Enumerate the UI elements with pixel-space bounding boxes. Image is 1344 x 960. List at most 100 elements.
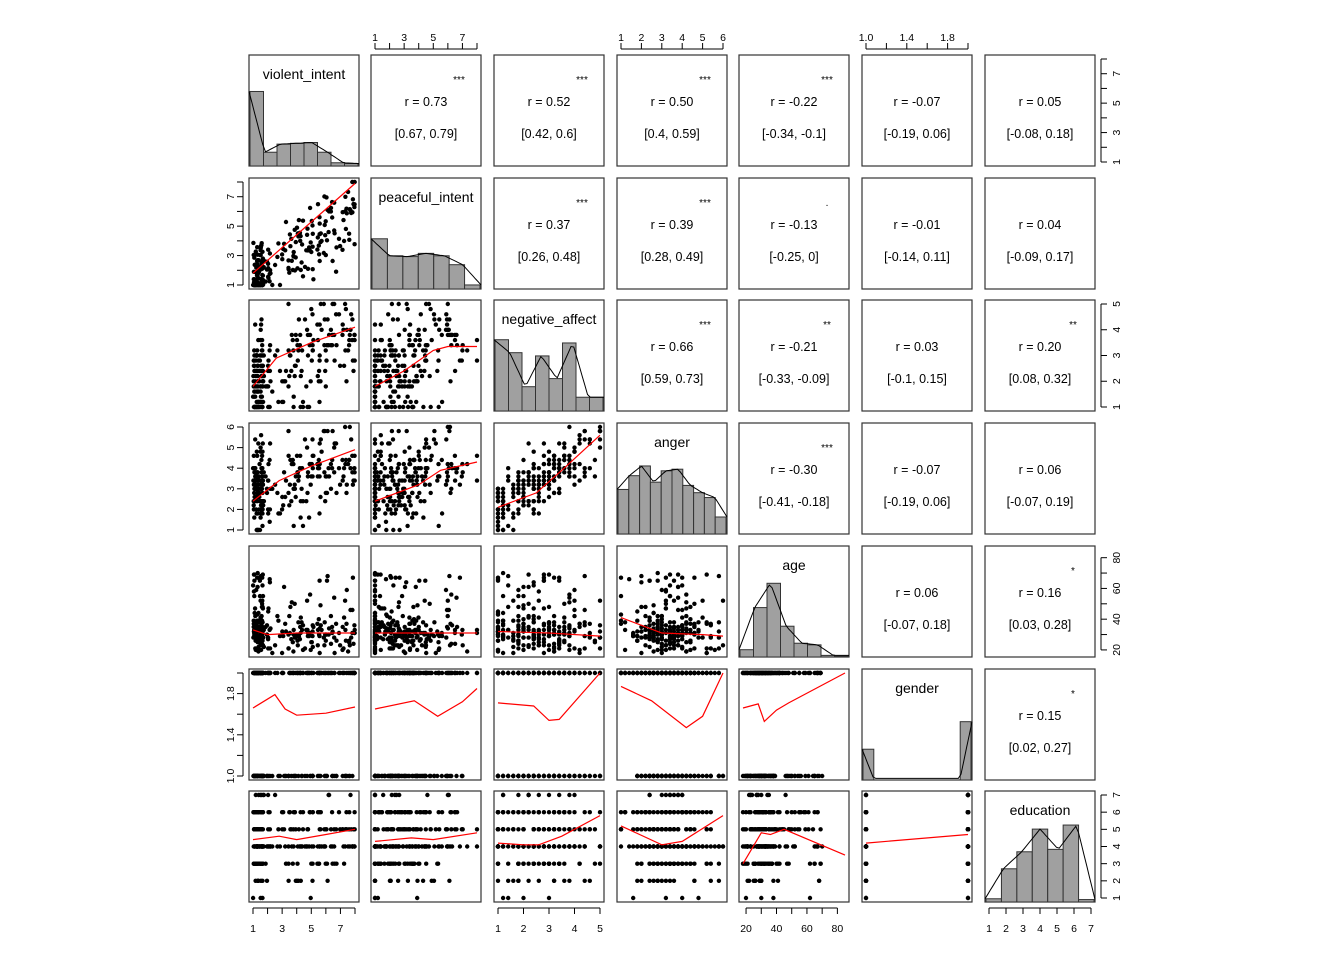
data-point bbox=[322, 222, 327, 228]
data-point bbox=[639, 629, 644, 634]
data-point bbox=[378, 337, 383, 343]
data-point bbox=[252, 810, 257, 815]
data-point bbox=[389, 404, 394, 410]
data-point bbox=[407, 343, 412, 348]
data-point bbox=[647, 615, 652, 620]
data-point bbox=[410, 474, 416, 479]
data-point bbox=[287, 810, 293, 815]
data-point bbox=[259, 317, 264, 322]
data-point bbox=[700, 810, 705, 815]
data-point bbox=[557, 827, 562, 832]
data-point bbox=[516, 593, 521, 599]
panel-frame bbox=[861, 177, 973, 290]
data-point bbox=[435, 861, 440, 866]
data-point bbox=[306, 844, 312, 849]
loess-smoother-line bbox=[497, 815, 601, 846]
data-point bbox=[377, 404, 382, 410]
data-point bbox=[317, 258, 322, 264]
data-point bbox=[287, 373, 292, 379]
data-point bbox=[659, 844, 664, 849]
data-point bbox=[293, 494, 298, 500]
data-point bbox=[279, 507, 285, 512]
data-point bbox=[454, 773, 459, 779]
data-point bbox=[562, 470, 567, 475]
data-point bbox=[352, 332, 357, 338]
data-point bbox=[387, 640, 392, 645]
data-point bbox=[426, 844, 432, 849]
data-point bbox=[304, 327, 310, 332]
data-point bbox=[618, 827, 624, 832]
data-point bbox=[546, 461, 552, 467]
data-point bbox=[389, 428, 395, 434]
data-point bbox=[557, 810, 562, 815]
panel-gender-anger bbox=[616, 668, 728, 781]
data-point bbox=[577, 861, 582, 866]
data-point bbox=[810, 827, 816, 832]
data-point bbox=[452, 670, 458, 676]
data-point bbox=[408, 503, 413, 508]
panel-frame bbox=[616, 668, 728, 781]
data-point bbox=[516, 861, 521, 866]
data-point bbox=[536, 466, 541, 471]
data-point bbox=[639, 650, 644, 656]
data-point bbox=[345, 348, 351, 353]
data-point bbox=[446, 327, 451, 332]
data-point bbox=[572, 792, 577, 798]
correlation-value: r = 0.15 bbox=[1019, 709, 1062, 723]
data-point bbox=[684, 640, 689, 645]
density-curve bbox=[370, 238, 482, 286]
data-point bbox=[372, 827, 378, 832]
data-point bbox=[343, 627, 348, 633]
data-point bbox=[671, 598, 677, 603]
panel-frame bbox=[738, 54, 850, 167]
data-point bbox=[424, 441, 429, 446]
histogram-bar bbox=[344, 163, 359, 167]
data-point bbox=[659, 810, 664, 815]
data-point bbox=[265, 792, 271, 798]
data-point bbox=[317, 650, 322, 656]
data-point bbox=[417, 457, 422, 463]
data-point bbox=[407, 337, 412, 343]
data-point bbox=[402, 384, 407, 389]
data-point bbox=[546, 827, 552, 832]
data-point bbox=[792, 810, 797, 815]
data-point bbox=[801, 670, 807, 676]
data-point bbox=[389, 609, 394, 614]
data-point bbox=[655, 578, 660, 583]
data-point bbox=[562, 445, 567, 450]
data-point bbox=[258, 337, 263, 343]
data-point bbox=[410, 633, 415, 639]
data-point bbox=[402, 810, 407, 815]
data-point bbox=[386, 312, 391, 317]
data-point bbox=[372, 878, 378, 883]
data-point bbox=[289, 258, 294, 263]
data-point bbox=[671, 643, 677, 648]
data-point bbox=[680, 607, 685, 613]
data-point bbox=[382, 861, 387, 866]
data-point bbox=[635, 609, 640, 614]
data-point bbox=[627, 844, 632, 849]
data-point bbox=[582, 810, 587, 815]
data-point bbox=[536, 878, 541, 883]
data-point bbox=[700, 773, 705, 779]
data-point bbox=[405, 523, 410, 529]
data-point bbox=[407, 499, 412, 504]
data-point bbox=[348, 792, 353, 798]
data-point bbox=[405, 638, 411, 643]
data-point bbox=[567, 792, 572, 798]
data-point bbox=[328, 641, 334, 646]
data-point bbox=[402, 353, 407, 358]
data-point bbox=[300, 274, 306, 279]
data-point bbox=[258, 515, 263, 520]
histogram-bar bbox=[739, 649, 754, 658]
data-point bbox=[405, 878, 411, 883]
data-point bbox=[402, 379, 407, 384]
data-point bbox=[305, 474, 311, 479]
data-point bbox=[531, 620, 536, 625]
data-point bbox=[411, 379, 417, 384]
data-point bbox=[577, 441, 582, 446]
data-point bbox=[704, 670, 709, 676]
data-point bbox=[531, 507, 536, 512]
data-point bbox=[526, 478, 531, 483]
data-point bbox=[684, 592, 689, 597]
